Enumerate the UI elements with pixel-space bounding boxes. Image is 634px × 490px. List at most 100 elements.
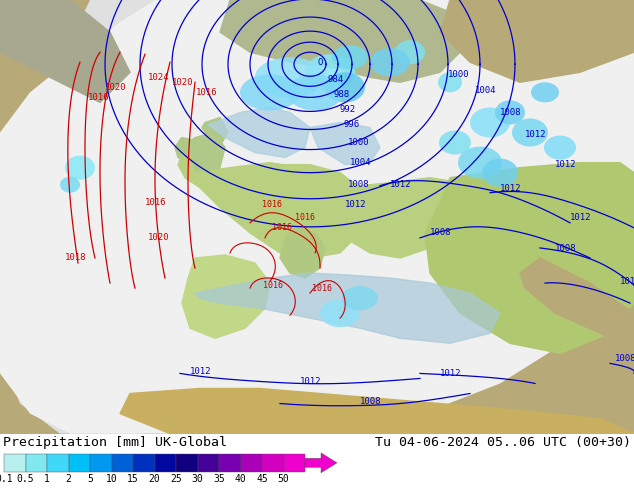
Polygon shape	[425, 163, 634, 353]
Bar	[198, 454, 219, 472]
Text: 1008: 1008	[430, 228, 451, 237]
Text: 1012: 1012	[345, 200, 366, 209]
Text: 1004: 1004	[475, 86, 496, 95]
Text: 1016: 1016	[272, 223, 292, 232]
Ellipse shape	[332, 45, 368, 69]
Text: 1012: 1012	[500, 184, 522, 193]
Text: 1020: 1020	[105, 83, 127, 92]
Bar	[219, 454, 240, 472]
Text: 1020: 1020	[148, 233, 169, 243]
Text: 1008: 1008	[500, 108, 522, 117]
Text: 1008: 1008	[615, 354, 634, 363]
Polygon shape	[182, 255, 270, 338]
Text: 40: 40	[235, 474, 247, 484]
Bar	[112, 454, 133, 472]
Bar	[240, 454, 262, 472]
Ellipse shape	[325, 73, 365, 102]
Text: 1: 1	[44, 474, 50, 484]
Ellipse shape	[370, 48, 410, 76]
Text: 1024: 1024	[148, 73, 169, 82]
Ellipse shape	[438, 73, 462, 92]
Ellipse shape	[544, 136, 576, 160]
Polygon shape	[310, 122, 380, 165]
Polygon shape	[202, 118, 228, 143]
Text: 984: 984	[328, 75, 344, 84]
Bar	[133, 454, 155, 472]
Ellipse shape	[65, 156, 95, 180]
Text: 1016: 1016	[145, 198, 167, 207]
Text: 15: 15	[127, 474, 139, 484]
Ellipse shape	[342, 286, 378, 310]
Polygon shape	[220, 0, 470, 82]
Text: 1012: 1012	[440, 369, 462, 378]
Polygon shape	[175, 138, 200, 161]
FancyArrow shape	[305, 453, 337, 473]
Text: 1012: 1012	[570, 213, 592, 222]
Text: 992: 992	[340, 105, 356, 114]
Text: 1004: 1004	[350, 158, 372, 167]
Text: O: O	[318, 58, 323, 67]
Bar	[90, 454, 112, 472]
Ellipse shape	[439, 130, 471, 154]
Text: Tu 04-06-2024 05..06 UTC (00+30): Tu 04-06-2024 05..06 UTC (00+30)	[375, 436, 631, 449]
Text: 1012: 1012	[525, 130, 547, 139]
Text: 0.1: 0.1	[0, 474, 13, 484]
Text: 1012: 1012	[620, 276, 634, 286]
Bar	[176, 454, 198, 472]
Text: 1016: 1016	[262, 200, 282, 209]
Text: 1018: 1018	[65, 253, 86, 263]
Ellipse shape	[531, 82, 559, 102]
Ellipse shape	[287, 74, 343, 110]
Polygon shape	[280, 228, 325, 278]
Ellipse shape	[305, 54, 355, 90]
Text: 1016: 1016	[88, 93, 110, 102]
Ellipse shape	[495, 100, 525, 124]
Text: 1012: 1012	[555, 160, 576, 169]
Polygon shape	[178, 154, 370, 258]
Text: Precipitation [mm] UK-Global: Precipitation [mm] UK-Global	[3, 436, 227, 449]
Ellipse shape	[255, 57, 325, 98]
Text: 1000: 1000	[448, 70, 470, 79]
Text: 1008: 1008	[348, 180, 370, 189]
Ellipse shape	[458, 147, 502, 179]
Bar	[283, 454, 305, 472]
Text: 0.5: 0.5	[16, 474, 34, 484]
Polygon shape	[195, 273, 500, 343]
Bar	[25, 454, 47, 472]
Ellipse shape	[60, 177, 80, 193]
Ellipse shape	[470, 107, 510, 138]
Ellipse shape	[320, 299, 360, 327]
Polygon shape	[208, 107, 310, 158]
Polygon shape	[440, 0, 634, 82]
Text: 1008: 1008	[360, 397, 382, 406]
Text: 30: 30	[191, 474, 204, 484]
Bar	[4, 454, 25, 472]
Text: 1000: 1000	[348, 138, 370, 147]
Bar	[47, 454, 68, 472]
Ellipse shape	[240, 74, 300, 110]
Text: 1020: 1020	[172, 78, 193, 87]
Text: 10: 10	[106, 474, 117, 484]
Text: 50: 50	[278, 474, 289, 484]
Polygon shape	[0, 0, 130, 102]
Text: 5: 5	[87, 474, 93, 484]
Polygon shape	[120, 389, 634, 434]
Text: 1016: 1016	[263, 281, 283, 290]
Text: 45: 45	[256, 474, 268, 484]
Text: 1016: 1016	[295, 213, 315, 222]
Polygon shape	[0, 0, 634, 434]
Text: 2: 2	[65, 474, 72, 484]
Polygon shape	[520, 258, 634, 353]
Polygon shape	[215, 165, 360, 238]
Ellipse shape	[482, 159, 518, 187]
Text: 988: 988	[333, 90, 349, 99]
Polygon shape	[330, 178, 470, 258]
Polygon shape	[185, 132, 225, 183]
Text: 20: 20	[148, 474, 160, 484]
Text: 25: 25	[170, 474, 182, 484]
Bar	[262, 454, 283, 472]
Text: 1012: 1012	[190, 367, 212, 376]
Text: 35: 35	[213, 474, 225, 484]
Polygon shape	[0, 0, 634, 434]
Text: 1008: 1008	[555, 245, 576, 253]
